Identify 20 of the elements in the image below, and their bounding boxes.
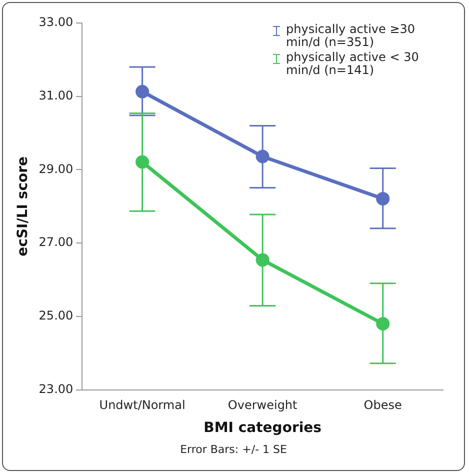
y-axis-title: ecSI/LI score [15, 156, 32, 256]
x-axis-title: BMI categories [204, 420, 322, 436]
y-tick-label: 31.00 [38, 88, 74, 102]
point [256, 150, 270, 164]
y-tick-label: 29.00 [38, 162, 74, 176]
point [376, 317, 390, 331]
point [376, 192, 390, 206]
x-tick-label: Obese [364, 398, 402, 412]
y-tick-label: 25.00 [38, 308, 74, 323]
legend-label: physically active < 30 min/d (n=141) [286, 50, 420, 77]
legend-label: physically active ≥30 min/d (n=351) [286, 22, 416, 49]
y-tick-label: 27.00 [38, 235, 74, 250]
x-tick-label: Overweight [228, 398, 298, 412]
point [256, 253, 270, 267]
x-tick-label: Undwt/Normal [99, 398, 186, 412]
y-tick-label: 23.00 [38, 382, 74, 396]
point [136, 155, 150, 169]
y-tick-label: 33.00 [38, 15, 74, 30]
text: Error Bars: +/- 1 SE [179, 443, 288, 456]
point [136, 84, 150, 98]
